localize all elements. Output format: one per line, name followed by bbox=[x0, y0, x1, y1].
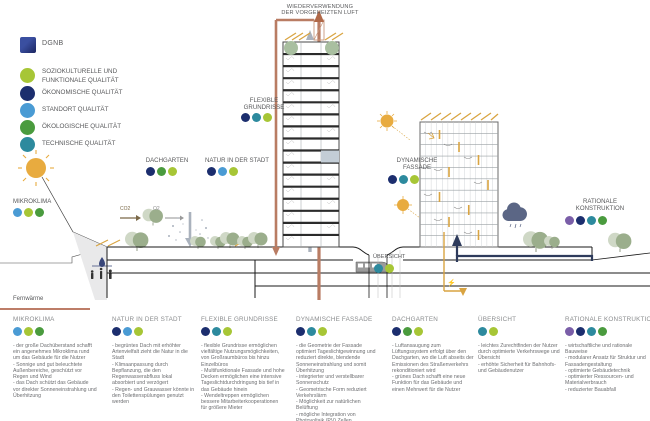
svg-text:⚡: ⚡ bbox=[447, 278, 456, 287]
